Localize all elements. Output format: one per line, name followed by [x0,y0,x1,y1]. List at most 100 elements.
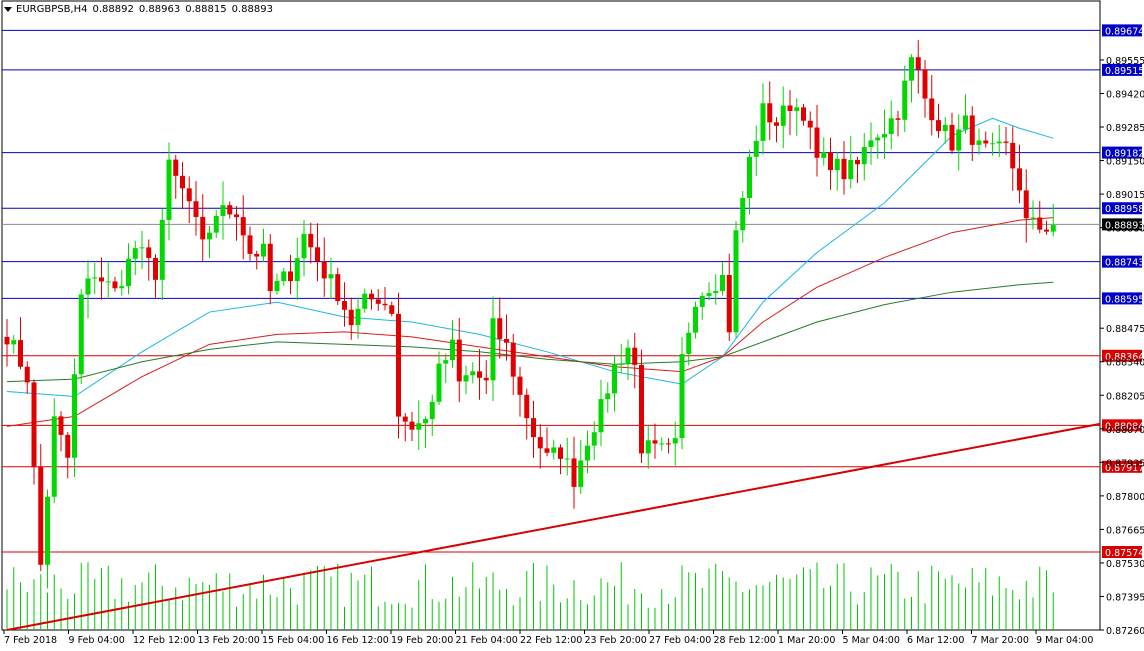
candle-body [99,277,104,282]
time-tick-label: 1 Mar 20:00 [778,635,835,646]
candle-body [645,440,651,454]
candle-body [591,432,597,446]
candle-body [598,399,604,433]
price-tick-label: 0.87530 [1106,559,1144,570]
candle-body [213,215,219,233]
candle-body [369,293,374,300]
time-tick-label: 15 Feb 04:00 [262,635,324,646]
candle-body [801,107,806,121]
candle-body [240,217,246,236]
candle-body [875,137,881,141]
candle-body [720,274,725,291]
level-price-label: 0.89674 [1105,26,1144,37]
candle-body [375,299,381,304]
level-price-label: 0.87574 [1105,548,1144,559]
candle-body [477,371,482,378]
candle-body [402,416,408,422]
candle-body [551,447,557,453]
candle-body [105,281,111,283]
candle-body [126,258,131,287]
candle-body [841,158,847,180]
high-value: 0.88963 [138,4,181,15]
candle-body [456,339,462,382]
candle-body [423,419,428,424]
candle-body [996,141,1002,144]
candle-body [821,152,827,158]
candle-body [382,303,388,306]
moving-average-line [6,281,1054,383]
candle-body [787,105,793,112]
time-tick-label: 5 Mar 04:00 [843,635,900,646]
candle-body [686,332,692,355]
candle-body [85,278,91,295]
candle-body [180,175,185,189]
level-price-label: 0.88595 [1105,294,1144,305]
candle-body [132,248,138,259]
price-tick-label: 0.88070 [1106,425,1144,436]
candle-body [65,434,71,458]
price-tick-label: 0.88340 [1106,358,1144,369]
candle-body [1050,225,1056,232]
chart-header: EURGBPSB,H4 0.88892 0.88963 0.88815 0.88893 [4,4,278,15]
time-tick-label: 9 Mar 04:00 [1036,635,1093,646]
candle-body [537,437,543,449]
candle-body [693,306,698,333]
candle-body [72,374,77,458]
current-price-label: 0.88893 [1105,220,1144,231]
candle-body [4,336,10,345]
open-value: 0.88892 [92,4,134,15]
candle-body [335,274,341,302]
candle-body [193,201,199,217]
candle-body [740,198,746,231]
time-tick-label: 7 Mar 20:00 [972,635,1029,646]
level-price-badge [1102,24,1142,37]
time-tick-label: 22 Feb 12:00 [520,635,582,646]
candle-body [429,401,435,420]
time-tick-label: 7 Feb 2018 [4,635,57,646]
candle-body [713,290,719,294]
candle-body [564,458,570,460]
time-tick-label: 9 Feb 04:00 [69,635,125,646]
level-price-label: 0.88364 [1105,352,1144,363]
candle-body [267,243,273,292]
candle-body [983,140,989,144]
symbol-label: EURGBPSB,H4 [16,4,88,15]
candle-body [146,247,152,258]
level-price-badge [1102,292,1142,305]
candle-body [679,354,685,439]
candle-body [706,293,712,296]
candle-body [173,159,179,176]
candle-body [652,440,658,444]
level-price-label: 0.88743 [1105,258,1144,269]
candle-body [153,257,158,280]
candle-body [342,301,347,310]
plot-border [1,0,1101,631]
candle-body [585,445,590,461]
candle-body [24,366,30,383]
candle-body [308,233,314,248]
level-price-label: 0.89515 [1105,66,1144,77]
candle-body [200,216,206,240]
menu-triangle-icon[interactable] [4,6,12,12]
candle-body [578,460,584,487]
candle-body [247,235,253,254]
candle-body [348,309,354,326]
price-tick-label: 0.87260 [1106,626,1144,637]
candle-body [119,286,125,289]
candle-body [949,124,955,151]
trend-line[interactable] [6,422,1101,631]
candle-body [1044,229,1049,232]
candle-body [747,156,752,199]
candle-body [726,274,732,333]
price-tick-label: 0.89555 [1106,56,1144,67]
candle-body [139,247,145,249]
price-tick-label: 0.87935 [1106,458,1144,469]
level-price-label: 0.88958 [1105,204,1144,215]
candle-body [915,57,921,70]
candle-body [45,496,50,565]
level-price-label: 0.87917 [1105,463,1144,474]
candle-body [733,230,739,333]
time-tick-label: 21 Feb 04:00 [456,635,518,646]
